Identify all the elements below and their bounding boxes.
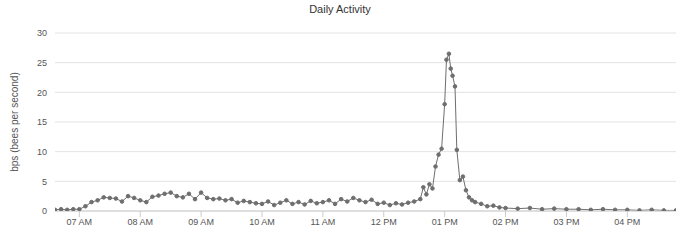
- svg-text:04 PM: 04 PM: [614, 217, 640, 227]
- svg-text:08 AM: 08 AM: [127, 217, 153, 227]
- svg-text:0: 0: [42, 206, 47, 216]
- svg-text:10 AM: 10 AM: [249, 217, 275, 227]
- html-text:Daily Activity: Daily Activity: [309, 3, 371, 15]
- svg-text:25: 25: [37, 58, 47, 68]
- svg-text:09 AM: 09 AM: [188, 217, 214, 227]
- svg-text:20: 20: [37, 88, 47, 98]
- svg-text:11 AM: 11 AM: [310, 217, 335, 227]
- svg-text:07 AM: 07 AM: [67, 217, 93, 227]
- svg-text:30: 30: [37, 28, 47, 38]
- svg-text:10: 10: [37, 147, 47, 157]
- svg-text:02 PM: 02 PM: [493, 217, 519, 227]
- svg-text:5: 5: [42, 177, 47, 187]
- svg-text:12 PM: 12 PM: [371, 217, 397, 227]
- svg-text:bps (bees per second): bps (bees per second): [9, 72, 20, 172]
- svg-text:01 PM: 01 PM: [432, 217, 458, 227]
- svg-text:15: 15: [37, 117, 47, 127]
- svg-text:03 PM: 03 PM: [553, 217, 579, 227]
